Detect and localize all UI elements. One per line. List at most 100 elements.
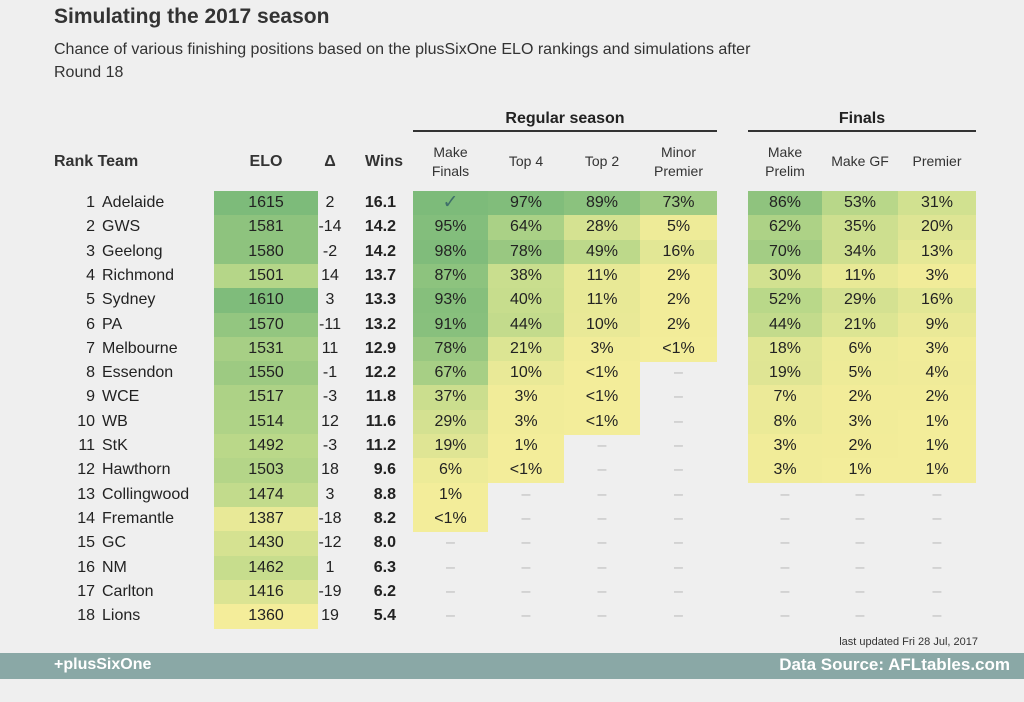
premier-cell: –	[932, 485, 942, 503]
header-top2: Top 2	[584, 153, 620, 169]
header-rank-team: Rank Team	[54, 153, 139, 170]
minor-premier-cell: –	[674, 607, 683, 625]
rank-cell: 11	[78, 437, 95, 454]
top2-cell: –	[597, 582, 607, 600]
elo-cell: 1581	[214, 215, 318, 241]
make-gf-cell: 2%	[822, 385, 898, 411]
premier-cell: 4%	[898, 361, 976, 387]
make-gf-cell: 5%	[822, 361, 898, 387]
delta-cell: 3	[325, 485, 335, 503]
rank-cell: 7	[86, 339, 95, 357]
make-gf-cell: –	[855, 485, 865, 503]
elo-cell: 1462	[214, 555, 318, 581]
team-name-cell: Richmond	[102, 266, 175, 284]
make-finals-cell: 29%	[413, 409, 488, 435]
premier-cell: 2%	[898, 385, 976, 411]
top4-cell: 1%	[488, 434, 564, 459]
minor-premier-cell: –	[674, 412, 683, 430]
top2-cell: <1%	[564, 361, 640, 387]
make-prelim-cell: 3%	[748, 458, 822, 484]
delta-cell: -14	[318, 218, 342, 236]
chart-subtitle: Chance of various finishing positions ba…	[54, 41, 751, 81]
wins-cell: 13.3	[364, 291, 396, 309]
elo-cell: 1531	[214, 336, 318, 362]
top4-cell: 21%	[488, 336, 564, 362]
team-name-cell: WCE	[102, 388, 140, 406]
make-gf-cell: 34%	[822, 239, 898, 265]
wins-cell: 11.2	[365, 437, 396, 454]
footer-source: Data Source: AFLtables.com	[779, 655, 1010, 674]
make-gf-cell: 2%	[822, 434, 898, 459]
group-regular-season: Regular season	[413, 110, 717, 132]
wins-cell: 12.2	[364, 364, 396, 382]
minor-premier-cell: –	[674, 364, 683, 382]
minor-premier-cell: –	[674, 582, 683, 600]
delta-cell: 14	[321, 266, 339, 284]
top4-cell: –	[521, 558, 531, 576]
team-name-cell: WB	[102, 412, 128, 430]
top4-cell: –	[521, 485, 531, 503]
team-name-cell: Adelaide	[102, 194, 165, 211]
minor-premier-cell: 2%	[640, 263, 717, 289]
rank-cell: 16	[77, 558, 95, 576]
make-gf-cell: 11%	[822, 263, 898, 289]
make-prelim-cell: 86%	[748, 191, 822, 216]
make-finals-cell: 98%	[413, 239, 488, 265]
minor-premier-cell: –	[674, 558, 683, 576]
premier-cell: 31%	[898, 191, 976, 216]
delta-cell: -3	[322, 388, 338, 406]
team-name-cell: GC	[102, 534, 126, 552]
wins-cell: 14.2	[364, 218, 396, 236]
make-prelim-cell: 70%	[748, 239, 822, 265]
make-gf-cell: 3%	[822, 409, 898, 435]
team-name-cell: Fremantle	[102, 509, 175, 527]
top4-cell: 97%	[488, 191, 564, 216]
premier-cell: 3%	[898, 263, 976, 289]
make-prelim-cell: –	[780, 582, 790, 600]
make-finals-cell: 87%	[413, 263, 488, 289]
elo-cell: 1610	[214, 288, 318, 314]
delta-cell: 3	[325, 291, 335, 309]
team-name-cell: Collingwood	[102, 485, 190, 503]
header-delta: Δ	[324, 153, 336, 170]
delta-cell: 18	[321, 461, 339, 479]
rank-cell: 14	[77, 509, 95, 527]
top4-cell: –	[521, 509, 531, 527]
rank-cell: 5	[86, 291, 95, 309]
header-make-finals: Make Finals	[431, 144, 470, 179]
make-gf-cell: 6%	[822, 336, 898, 362]
rank-cell: 6	[86, 315, 95, 333]
team-name-cell: Sydney	[102, 291, 156, 309]
top2-cell: 10%	[564, 312, 640, 338]
top4-cell: 38%	[488, 263, 564, 289]
wins-cell: 6.3	[373, 558, 396, 576]
minor-premier-cell: –	[674, 509, 683, 527]
delta-cell: -18	[318, 509, 342, 527]
top2-cell: 49%	[564, 239, 640, 265]
top4-cell: 78%	[488, 239, 564, 265]
premier-cell: 1%	[898, 409, 976, 435]
footer-brand: +plusSixOne	[54, 656, 152, 673]
group-finals: Finals	[748, 110, 976, 132]
team-name-cell: NM	[102, 558, 127, 576]
team-name-cell: Carlton	[102, 582, 154, 600]
minor-premier-cell: –	[674, 437, 683, 454]
delta-cell: 12	[321, 412, 339, 430]
make-finals-cell: 95%	[413, 215, 488, 241]
minor-premier-cell: 2%	[640, 288, 717, 314]
premier-cell: –	[932, 534, 942, 552]
wins-cell: 11.6	[365, 412, 396, 430]
top2-cell: –	[597, 558, 607, 576]
rank-cell: 17	[77, 582, 95, 600]
make-finals-cell: –	[446, 582, 455, 600]
minor-premier-cell: 73%	[640, 191, 717, 216]
top4-cell: 64%	[488, 215, 564, 241]
top2-cell: <1%	[564, 409, 640, 435]
make-prelim-cell: 52%	[748, 288, 822, 314]
team-name-cell: PA	[102, 315, 123, 333]
elo-cell: 1570	[214, 312, 318, 338]
top4-cell: 3%	[488, 385, 564, 411]
top4-cell: –	[521, 582, 531, 600]
delta-cell: 1	[325, 558, 335, 576]
make-prelim-cell: 62%	[748, 215, 822, 241]
